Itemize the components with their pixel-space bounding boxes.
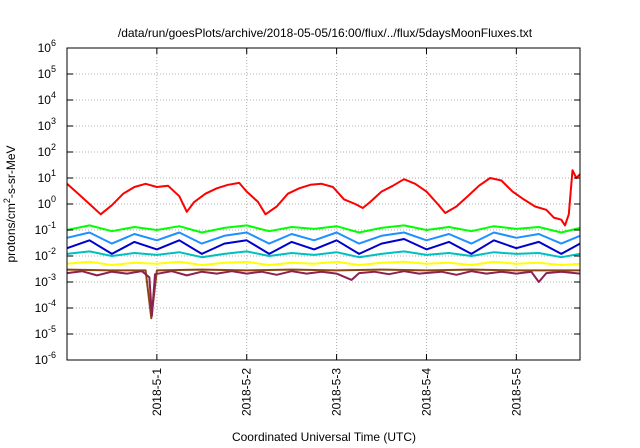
axis-ticks <box>67 47 580 361</box>
y-tick-label: 10-3 <box>35 272 56 289</box>
x-tick-labels: 2018-5-1 2018-5-2 2018-5-3 2018-5-4 2018-5-5 <box>150 368 523 416</box>
y-tick-label: 100 <box>38 194 56 211</box>
x-tick-label: 2018-5-3 <box>330 368 344 416</box>
plot-frame <box>66 47 581 361</box>
series-line <box>66 260 581 266</box>
x-tick-label: 2018-5-1 <box>150 368 164 416</box>
series-line <box>66 270 581 317</box>
y-tick-label: 106 <box>38 38 56 55</box>
x-tick-label: 2018-5-5 <box>509 368 523 416</box>
y-tick-label: 10-5 <box>35 324 56 341</box>
y-tick-label: 10-4 <box>35 298 56 315</box>
y-axis-title: protons/cm2-s-sr-MeV <box>2 145 18 262</box>
x-tick-label: 2018-5-2 <box>240 368 254 416</box>
series-line <box>66 268 580 320</box>
y-tick-labels: 106 105 104 103 102 101 100 10-1 10-2 10-3 10-4 10-… <box>35 38 56 367</box>
series-line <box>66 238 581 255</box>
y-tick-label: 105 <box>38 64 56 81</box>
y-tick-label: 10-1 <box>35 220 56 237</box>
series-line <box>66 250 581 259</box>
grid <box>67 48 580 360</box>
y-tick-label: 10-6 <box>35 350 56 367</box>
series-line <box>66 224 581 234</box>
y-tick-label: 10-2 <box>35 246 56 263</box>
y-tick-label: 103 <box>38 116 56 133</box>
series-line <box>66 169 581 227</box>
y-tick-label: 101 <box>38 168 56 185</box>
y-tick-label: 104 <box>38 90 56 107</box>
y-tick-label: 102 <box>38 142 56 159</box>
series-line <box>66 231 581 245</box>
x-axis-title: Coordinated Universal Time (UTC) <box>232 430 416 444</box>
chart-title: /data/run/goesPlots/archive/2018-05-05/1… <box>118 26 533 40</box>
x-tick-label: 2018-5-4 <box>419 368 433 416</box>
series-group <box>66 169 581 320</box>
